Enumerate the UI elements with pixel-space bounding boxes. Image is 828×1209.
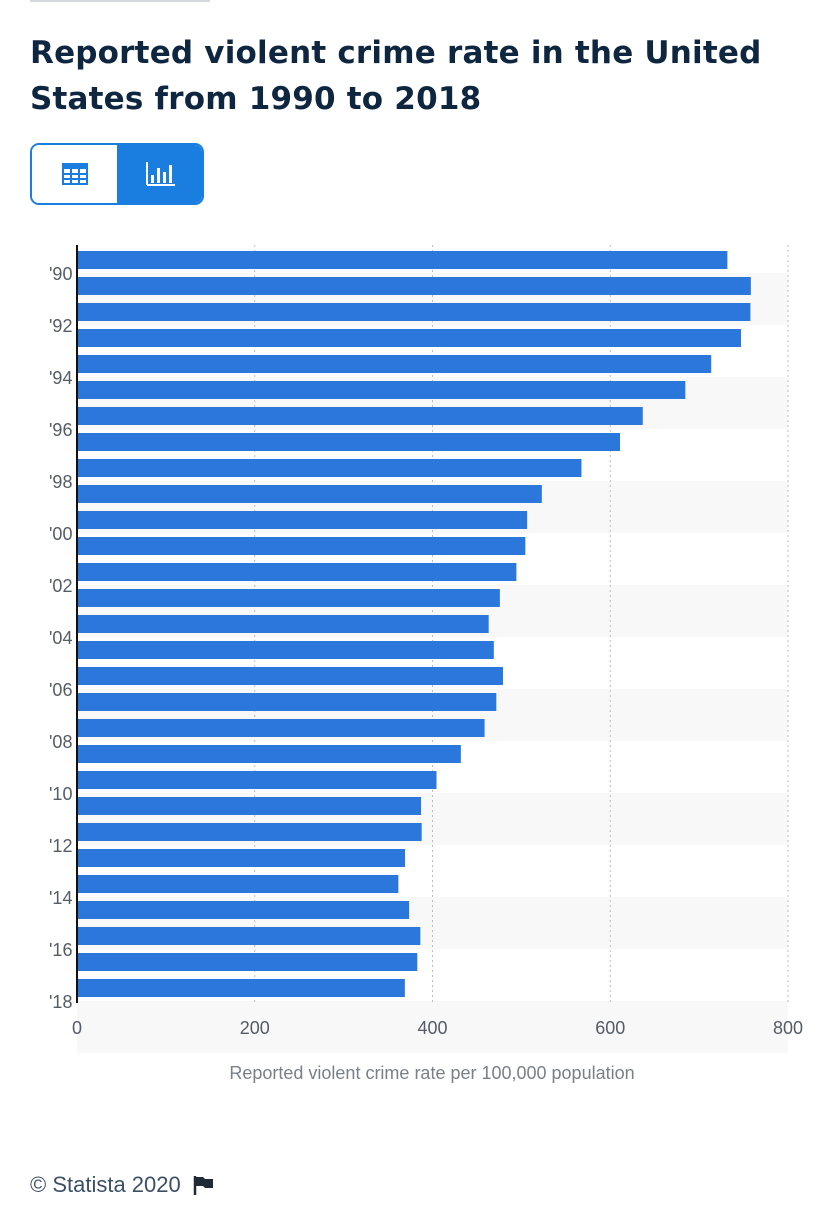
bar[interactable] [77, 927, 421, 945]
y-tick-label: '04 [49, 628, 72, 648]
x-tick-label: 800 [773, 1018, 803, 1038]
bar[interactable] [77, 329, 741, 347]
bar[interactable] [77, 849, 406, 867]
bar[interactable] [77, 407, 643, 425]
bar[interactable] [77, 511, 528, 529]
bar[interactable] [77, 433, 621, 451]
bar[interactable] [77, 771, 437, 789]
row-band [77, 1001, 788, 1053]
y-tick-label: '16 [49, 940, 72, 960]
bar[interactable] [77, 875, 399, 893]
bar[interactable] [77, 901, 410, 919]
bar[interactable] [77, 459, 582, 477]
bar[interactable] [77, 693, 497, 711]
bar[interactable] [77, 719, 485, 737]
y-tick-label: '12 [49, 836, 72, 856]
bar[interactable] [77, 745, 461, 763]
bar[interactable] [77, 615, 489, 633]
bar[interactable] [77, 485, 542, 503]
bar[interactable] [77, 355, 712, 373]
bar[interactable] [77, 823, 422, 841]
bar[interactable] [77, 303, 751, 321]
bar-chart-icon [145, 162, 175, 186]
bar[interactable] [77, 537, 526, 555]
bar[interactable] [77, 251, 728, 269]
x-tick-label: 0 [72, 1018, 82, 1038]
y-tick-label: '18 [49, 992, 72, 1012]
y-tick-label: '92 [49, 316, 72, 336]
x-axis-title: Reported violent crime rate per 100,000 … [229, 1063, 634, 1083]
table-icon [61, 163, 88, 185]
bar[interactable] [77, 797, 422, 815]
bar[interactable] [77, 641, 494, 659]
view-toggle [30, 143, 204, 205]
y-tick-label: '10 [49, 784, 72, 804]
y-tick-label: '90 [49, 264, 72, 284]
bar[interactable] [77, 979, 405, 997]
bar[interactable] [77, 277, 751, 295]
footer: © Statista 2020 [30, 1172, 217, 1198]
flag-icon[interactable] [191, 1174, 217, 1196]
chart-view-button[interactable] [117, 145, 202, 203]
bar[interactable] [77, 381, 686, 399]
top-divider [30, 0, 210, 2]
bar[interactable] [77, 563, 517, 581]
y-tick-label: '06 [49, 680, 72, 700]
table-view-button[interactable] [32, 145, 117, 203]
y-tick-label: '94 [49, 368, 72, 388]
bar[interactable] [77, 667, 503, 685]
y-tick-label: '98 [49, 472, 72, 492]
x-axis-labels: 0 200 400 600 800 [72, 1018, 803, 1038]
x-tick-label: 200 [240, 1018, 270, 1038]
x-tick-label: 400 [417, 1018, 447, 1038]
bar[interactable] [77, 953, 418, 971]
y-tick-label: '00 [49, 524, 72, 544]
chart-area: '90 '92 '94 '96 '98 '00 '02 '04 '06 '08 '10 '12 '14 '… [49, 245, 803, 1083]
y-tick-label: '96 [49, 420, 72, 440]
x-tick-label: 600 [595, 1018, 625, 1038]
bars [77, 251, 751, 997]
y-axis-labels: '90 '92 '94 '96 '98 '00 '02 '04 '06 '08 '10 '12 '14 '… [49, 264, 72, 1012]
y-tick-label: '14 [49, 888, 72, 908]
y-tick-label: '02 [49, 576, 72, 596]
y-tick-label: '08 [49, 732, 72, 752]
bar[interactable] [77, 589, 500, 607]
copyright-text: © Statista 2020 [30, 1172, 181, 1197]
chart-title: Reported violent crime rate in the Unite… [30, 35, 762, 117]
